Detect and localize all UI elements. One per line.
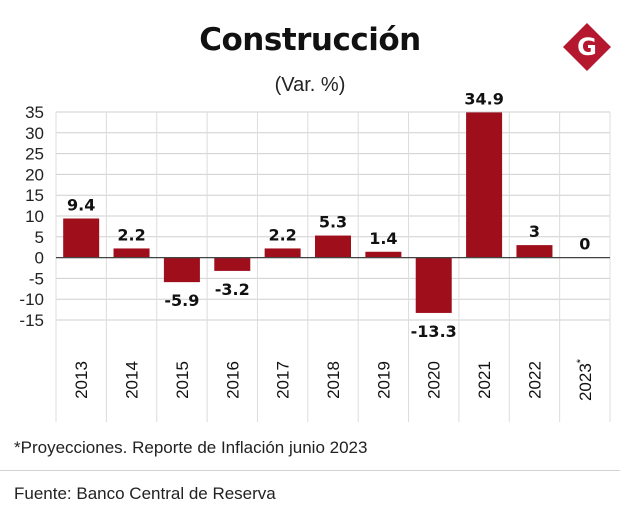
data-label: -3.2 — [215, 280, 250, 299]
data-label: 0 — [579, 235, 590, 254]
data-label: 2.2 — [268, 225, 296, 244]
bar — [415, 257, 452, 313]
x-tick-label: 2023* — [575, 358, 595, 401]
footnote: *Proyecciones. Reporte de Inflación juni… — [14, 438, 368, 457]
logo-shape — [563, 23, 611, 71]
data-label: 5.3 — [319, 213, 347, 232]
x-tick-label: 2015 — [173, 361, 192, 399]
chart-title: Construcción — [199, 22, 421, 58]
brand-logo: G — [563, 23, 611, 71]
y-tick-label: 10 — [25, 207, 44, 226]
y-tick-label: -5 — [29, 269, 44, 288]
bar — [113, 248, 150, 258]
y-tick-label: 30 — [25, 124, 44, 143]
divider — [0, 470, 620, 471]
x-tick-label: 2022 — [525, 361, 544, 399]
data-label: 1.4 — [369, 229, 397, 248]
y-tick-label: 15 — [25, 186, 44, 205]
bar — [466, 112, 503, 258]
x-tick-label: 2016 — [223, 361, 242, 399]
bar — [365, 251, 402, 258]
data-label: 2.2 — [117, 225, 145, 244]
x-tick-label: 2021 — [475, 361, 494, 399]
y-tick-label: -10 — [19, 290, 44, 309]
bar — [315, 235, 351, 258]
y-tick-label: 20 — [25, 165, 44, 184]
bar — [214, 257, 251, 271]
bar-chart: 35302520151050-5-10-159.420132.22014-5.9… — [19, 89, 611, 422]
y-tick-label: 25 — [25, 145, 44, 164]
x-tick-label: 2018 — [324, 361, 343, 399]
data-label: 3 — [529, 222, 540, 241]
data-label: -13.3 — [411, 322, 457, 341]
source-note: Fuente: Banco Central de Reserva — [14, 484, 276, 503]
y-tick-label: 0 — [35, 249, 44, 268]
bar — [63, 218, 100, 258]
bar — [264, 248, 301, 258]
data-label: 34.9 — [464, 89, 503, 108]
chart-subtitle: (Var. %) — [274, 74, 346, 96]
data-label: 9.4 — [67, 195, 95, 214]
bar — [163, 257, 200, 283]
x-tick-label: 2020 — [425, 361, 444, 399]
x-tick-label: 2017 — [274, 361, 293, 399]
y-tick-label: -15 — [19, 311, 44, 330]
x-tick-label: 2019 — [374, 361, 393, 399]
data-label: -5.9 — [164, 291, 199, 310]
x-tick-label: 2013 — [72, 361, 91, 399]
bar — [516, 245, 553, 258]
y-tick-label: 5 — [35, 228, 44, 247]
x-tick-label: 2014 — [123, 361, 142, 399]
y-tick-label: 35 — [25, 103, 44, 122]
logo-letter: G — [577, 33, 597, 61]
